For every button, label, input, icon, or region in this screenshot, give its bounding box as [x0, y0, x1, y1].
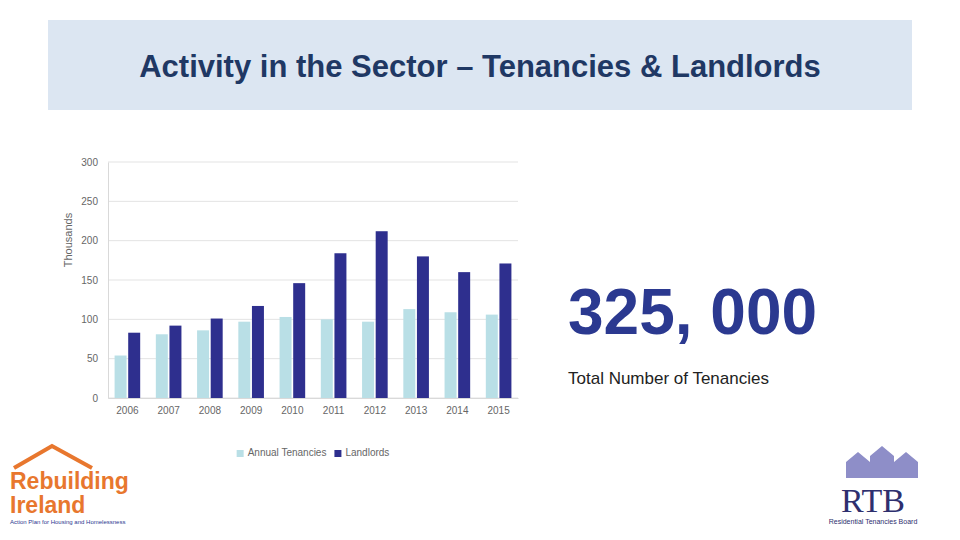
logo-text: Rebuilding: [10, 468, 129, 494]
x-tick: 2012: [364, 398, 387, 416]
logo-text: Ireland: [10, 492, 85, 518]
x-tick-label: 2015: [487, 405, 510, 416]
bar: [499, 263, 511, 398]
x-tick-label: 2010: [281, 405, 304, 416]
x-tick: 2015: [487, 398, 510, 416]
x-tick: 2009: [240, 398, 263, 416]
bar: [128, 333, 140, 398]
legend-item: Landlords: [334, 447, 389, 458]
x-tick: 2014: [446, 398, 469, 416]
slide-title: Activity in the Sector – Tenancies & Lan…: [139, 49, 821, 84]
x-tick: 2011: [323, 398, 345, 416]
x-tick: 2006: [116, 398, 139, 416]
x-tick: 2008: [199, 398, 222, 416]
bar: [280, 317, 292, 398]
legend-label: Landlords: [345, 447, 389, 458]
y-tick-label: 200: [81, 235, 98, 246]
y-tick: 200: [81, 235, 108, 246]
x-tick-label: 2011: [323, 405, 345, 416]
y-axis-line: [108, 163, 109, 399]
y-tick: 100: [81, 314, 108, 325]
y-tick: 250: [81, 196, 108, 207]
y-tick-label: 50: [87, 353, 99, 364]
y-tick: 150: [81, 275, 108, 286]
y-tick: 50: [87, 353, 108, 364]
logo-tagline: Residential Tenancies Board: [829, 518, 918, 525]
grid: [108, 162, 518, 398]
bar: [321, 319, 333, 398]
x-tick: 2013: [405, 398, 428, 416]
y-axis: 0 50 100 150 200 250 300: [81, 157, 108, 404]
bar: [445, 312, 457, 398]
x-tick: 2010: [281, 398, 304, 416]
bar: [417, 256, 429, 398]
stat-caption: Total Number of Tenancies: [568, 369, 769, 388]
y-tick-label: 0: [92, 393, 98, 404]
x-tick-label: 2013: [405, 405, 428, 416]
title-box: [48, 20, 912, 110]
x-tick-label: 2008: [199, 405, 222, 416]
x-tick: 2007: [158, 398, 181, 416]
chart: 0501001502002503002006200720082009201020…: [62, 157, 519, 458]
x-tick-label: 2009: [240, 405, 263, 416]
logo-houses: [846, 446, 918, 478]
logo-roof: [14, 446, 92, 468]
bar: [169, 326, 181, 398]
y-axis-title: Thousands: [62, 212, 74, 267]
bars: [115, 231, 512, 398]
bar: [376, 231, 388, 398]
y-tick-label: 100: [81, 314, 98, 325]
bar: [252, 306, 264, 398]
bar: [115, 356, 127, 398]
bar: [334, 253, 346, 398]
legend-item: Annual Tenancies: [237, 447, 327, 458]
y-tick: 300: [81, 157, 108, 168]
x-tick-label: 2014: [446, 405, 469, 416]
legend-swatch: [334, 450, 341, 457]
bar: [211, 319, 223, 398]
logo-tagline: Action Plan for Housing and Homelessness: [10, 519, 125, 525]
grid-line: [108, 201, 518, 202]
bar: [403, 309, 415, 398]
x-axis-line: [109, 398, 519, 399]
bar: [238, 322, 250, 398]
x-axis: 2006 2007 2008 2009 2010 2011 2012 2013 2014 2015: [109, 398, 519, 416]
bar: [458, 272, 470, 398]
x-tick-label: 2006: [116, 405, 139, 416]
y-tick-label: 250: [81, 196, 98, 207]
x-tick-label: 2012: [364, 405, 387, 416]
slide: Activity in the Sector – Tenancies & Lan…: [0, 0, 960, 540]
bar: [362, 322, 374, 398]
logo-right: RTBResidential Tenancies Board: [829, 446, 918, 525]
bar: [156, 334, 168, 398]
bar: [197, 330, 209, 398]
grid-line: [108, 240, 518, 241]
y-tick: 0: [92, 393, 108, 404]
logo-left: RebuildingIrelandAction Plan for Housing…: [10, 446, 129, 525]
legend-swatch: [237, 450, 244, 457]
logo-text: RTB: [841, 482, 905, 519]
grid-line: [108, 162, 518, 163]
y-tick-label: 150: [81, 275, 98, 286]
legend-label: Annual Tenancies: [248, 447, 327, 458]
y-tick-label: 300: [81, 157, 98, 168]
stat-number: 325, 000: [568, 276, 817, 348]
legend: Annual Tenancies Landlords: [237, 447, 390, 458]
x-tick-label: 2007: [158, 405, 181, 416]
grid-line: [108, 280, 518, 281]
bar: [293, 283, 305, 398]
bar: [486, 315, 498, 398]
